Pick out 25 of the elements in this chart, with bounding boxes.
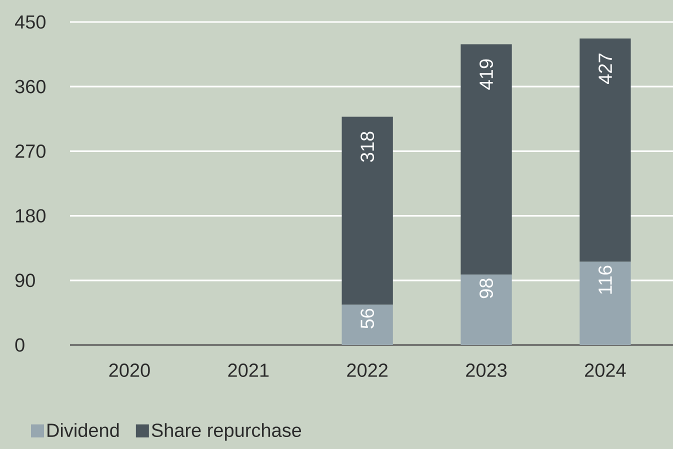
bar [342,116,393,305]
bar [460,44,512,275]
x-tick-label: 2023 [466,364,507,377]
y-tick-label: 270 [15,144,46,158]
data-label: 98 [480,278,494,298]
bar [580,262,631,345]
total-label: 318 [360,132,374,162]
x-tick-label: 2020 [109,364,150,377]
total-label: 419 [480,59,494,90]
data-label: 116 [598,266,612,294]
bar [342,304,393,345]
legend-label: Dividend [48,423,119,438]
x-tick-label: 2024 [585,364,626,377]
total-label: 427 [598,54,612,84]
legend-label: Share repurchase [152,423,302,441]
x-tick-label: 2021 [228,364,269,377]
y-tick-label: 0 [15,338,24,352]
y-tick-label: 180 [16,209,46,223]
y-tick-label: 450 [14,15,46,29]
x-tick-label: 2022 [347,364,388,377]
bar [580,38,631,262]
data-label: 56 [360,308,374,328]
bar [460,274,512,345]
y-tick-label: 360 [15,80,46,94]
y-tick-label: 90 [15,274,35,288]
